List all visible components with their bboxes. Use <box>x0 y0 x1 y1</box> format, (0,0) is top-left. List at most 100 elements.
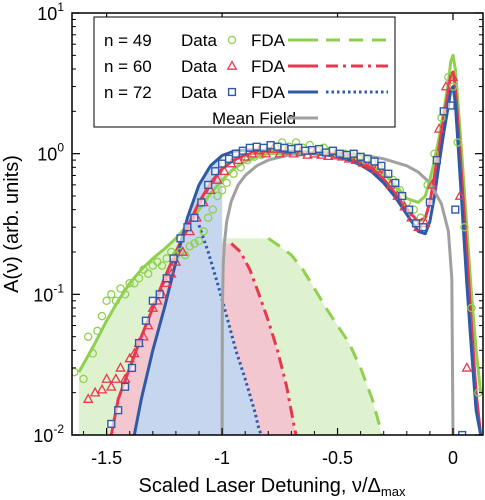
data-point-n49 <box>157 261 167 270</box>
data-point-n72 <box>169 254 178 263</box>
y-tick-label: 10-1 <box>33 281 64 305</box>
data-point-n49 <box>116 284 125 293</box>
data-point-n72 <box>308 145 317 155</box>
data-point-n60 <box>161 277 172 288</box>
data-point-n60 <box>426 179 438 189</box>
data-point-n49 <box>79 374 88 384</box>
legend-fda-label: FDA <box>251 83 286 102</box>
legend-data-label: Data <box>181 57 217 76</box>
data-point-n72 <box>446 101 455 110</box>
data-point-n60 <box>232 154 244 164</box>
tail-line-n49 <box>267 237 383 435</box>
data-point-n60 <box>115 362 126 372</box>
data-point-n60 <box>433 123 445 133</box>
data-point-n60 <box>177 246 189 256</box>
data-point-n49 <box>139 265 148 274</box>
data-point-n49 <box>88 349 98 358</box>
x-tick-label: -1 <box>214 448 230 468</box>
y-axis-label: A(ν) (arb. units) <box>1 155 23 293</box>
legend-fda-label: FDA <box>251 57 286 76</box>
legend-data-label: Data <box>181 31 217 50</box>
data-point-n72 <box>217 159 227 168</box>
data-point-n60 <box>239 150 251 161</box>
data-point-n72 <box>363 154 372 163</box>
data-point-n72 <box>211 167 220 176</box>
data-point-n60 <box>274 147 286 158</box>
data-point-n60 <box>226 157 237 168</box>
data-point-n72 <box>328 146 338 155</box>
data-point-n60 <box>454 190 466 200</box>
data-point-n72 <box>458 430 467 435</box>
y-tick-label: 100 <box>37 141 64 165</box>
x-axis-label: Scaled Laser Detuning, ν/Δmax <box>139 475 406 499</box>
data-point-n60 <box>440 80 452 91</box>
data-point-n49 <box>448 82 458 91</box>
legend-n-label: n = 72 <box>104 83 152 102</box>
tail-line-n72 <box>197 224 263 435</box>
legend-n-label: n = 49 <box>104 31 152 50</box>
x-axis-label-subscript: max <box>381 484 406 499</box>
data-point-n72 <box>114 406 123 415</box>
data-point-n49 <box>97 311 107 321</box>
data-point-n49 <box>222 178 231 188</box>
data-point-n72 <box>238 146 248 155</box>
data-point-n72 <box>162 274 171 283</box>
data-point-n72 <box>301 146 310 155</box>
data-point-n72 <box>183 223 192 232</box>
legend: n = 49 Data FDA n = 60 Data FDA n = 72 Data FDA M… <box>93 16 396 128</box>
data-point-n72 <box>391 178 400 188</box>
data-point-n72 <box>370 157 379 166</box>
data-point-n60 <box>447 71 459 81</box>
data-point-n72 <box>432 155 441 165</box>
data-point-n49 <box>208 205 218 214</box>
data-point-n49 <box>111 296 121 306</box>
x-tick-label: -0.5 <box>322 448 353 468</box>
legend-marker-circle <box>227 35 237 45</box>
data-point-n49 <box>107 290 116 299</box>
data-point-n72 <box>273 142 282 151</box>
y-tick-label: 10-2 <box>33 422 64 446</box>
data-point-n72 <box>315 144 324 154</box>
data-point-n49 <box>120 290 130 299</box>
data-point-n72 <box>321 148 331 157</box>
data-point-n72 <box>294 143 303 152</box>
data-point-n72 <box>349 149 358 158</box>
data-point-n49 <box>229 169 238 178</box>
data-point-n60 <box>142 319 154 330</box>
data-point-n72 <box>127 363 137 373</box>
data-point-n49 <box>453 138 462 147</box>
data-point-n49 <box>213 191 222 201</box>
legend-marker-square <box>227 87 237 97</box>
data-point-n60 <box>165 267 177 278</box>
legend-n-label: n = 60 <box>104 57 152 76</box>
data-point-n49 <box>72 367 79 377</box>
data-point-n60 <box>105 380 117 391</box>
legend-data-label: Data <box>181 83 217 102</box>
tail-area-n72 <box>199 225 262 435</box>
x-tick-label: 0 <box>448 448 458 468</box>
data-point-n49 <box>190 239 199 248</box>
data-point-n60 <box>461 362 473 372</box>
data-point-n60 <box>205 184 216 195</box>
data-point-n49 <box>143 269 153 279</box>
x-tick-label: -1.5 <box>91 448 122 468</box>
data-point-n60 <box>212 174 223 184</box>
data-point-n72 <box>439 107 448 116</box>
legend-fda-label: FDA <box>251 31 286 50</box>
data-point-n60 <box>138 330 149 341</box>
data-point-n49 <box>194 236 204 246</box>
data-point-n72 <box>418 223 428 232</box>
data-point-n72 <box>190 213 199 222</box>
data-point-n49 <box>460 222 469 232</box>
data-point-n60 <box>406 211 417 222</box>
data-point-n72 <box>398 191 407 201</box>
data-point-n60 <box>147 302 159 312</box>
data-point-n72 <box>411 219 421 228</box>
data-point-n72 <box>405 205 414 214</box>
plot-frame <box>71 12 484 436</box>
data-point-n72 <box>287 144 296 154</box>
data-point-n60 <box>89 386 101 397</box>
legend-box <box>93 16 396 128</box>
data-point-n72 <box>377 161 386 170</box>
